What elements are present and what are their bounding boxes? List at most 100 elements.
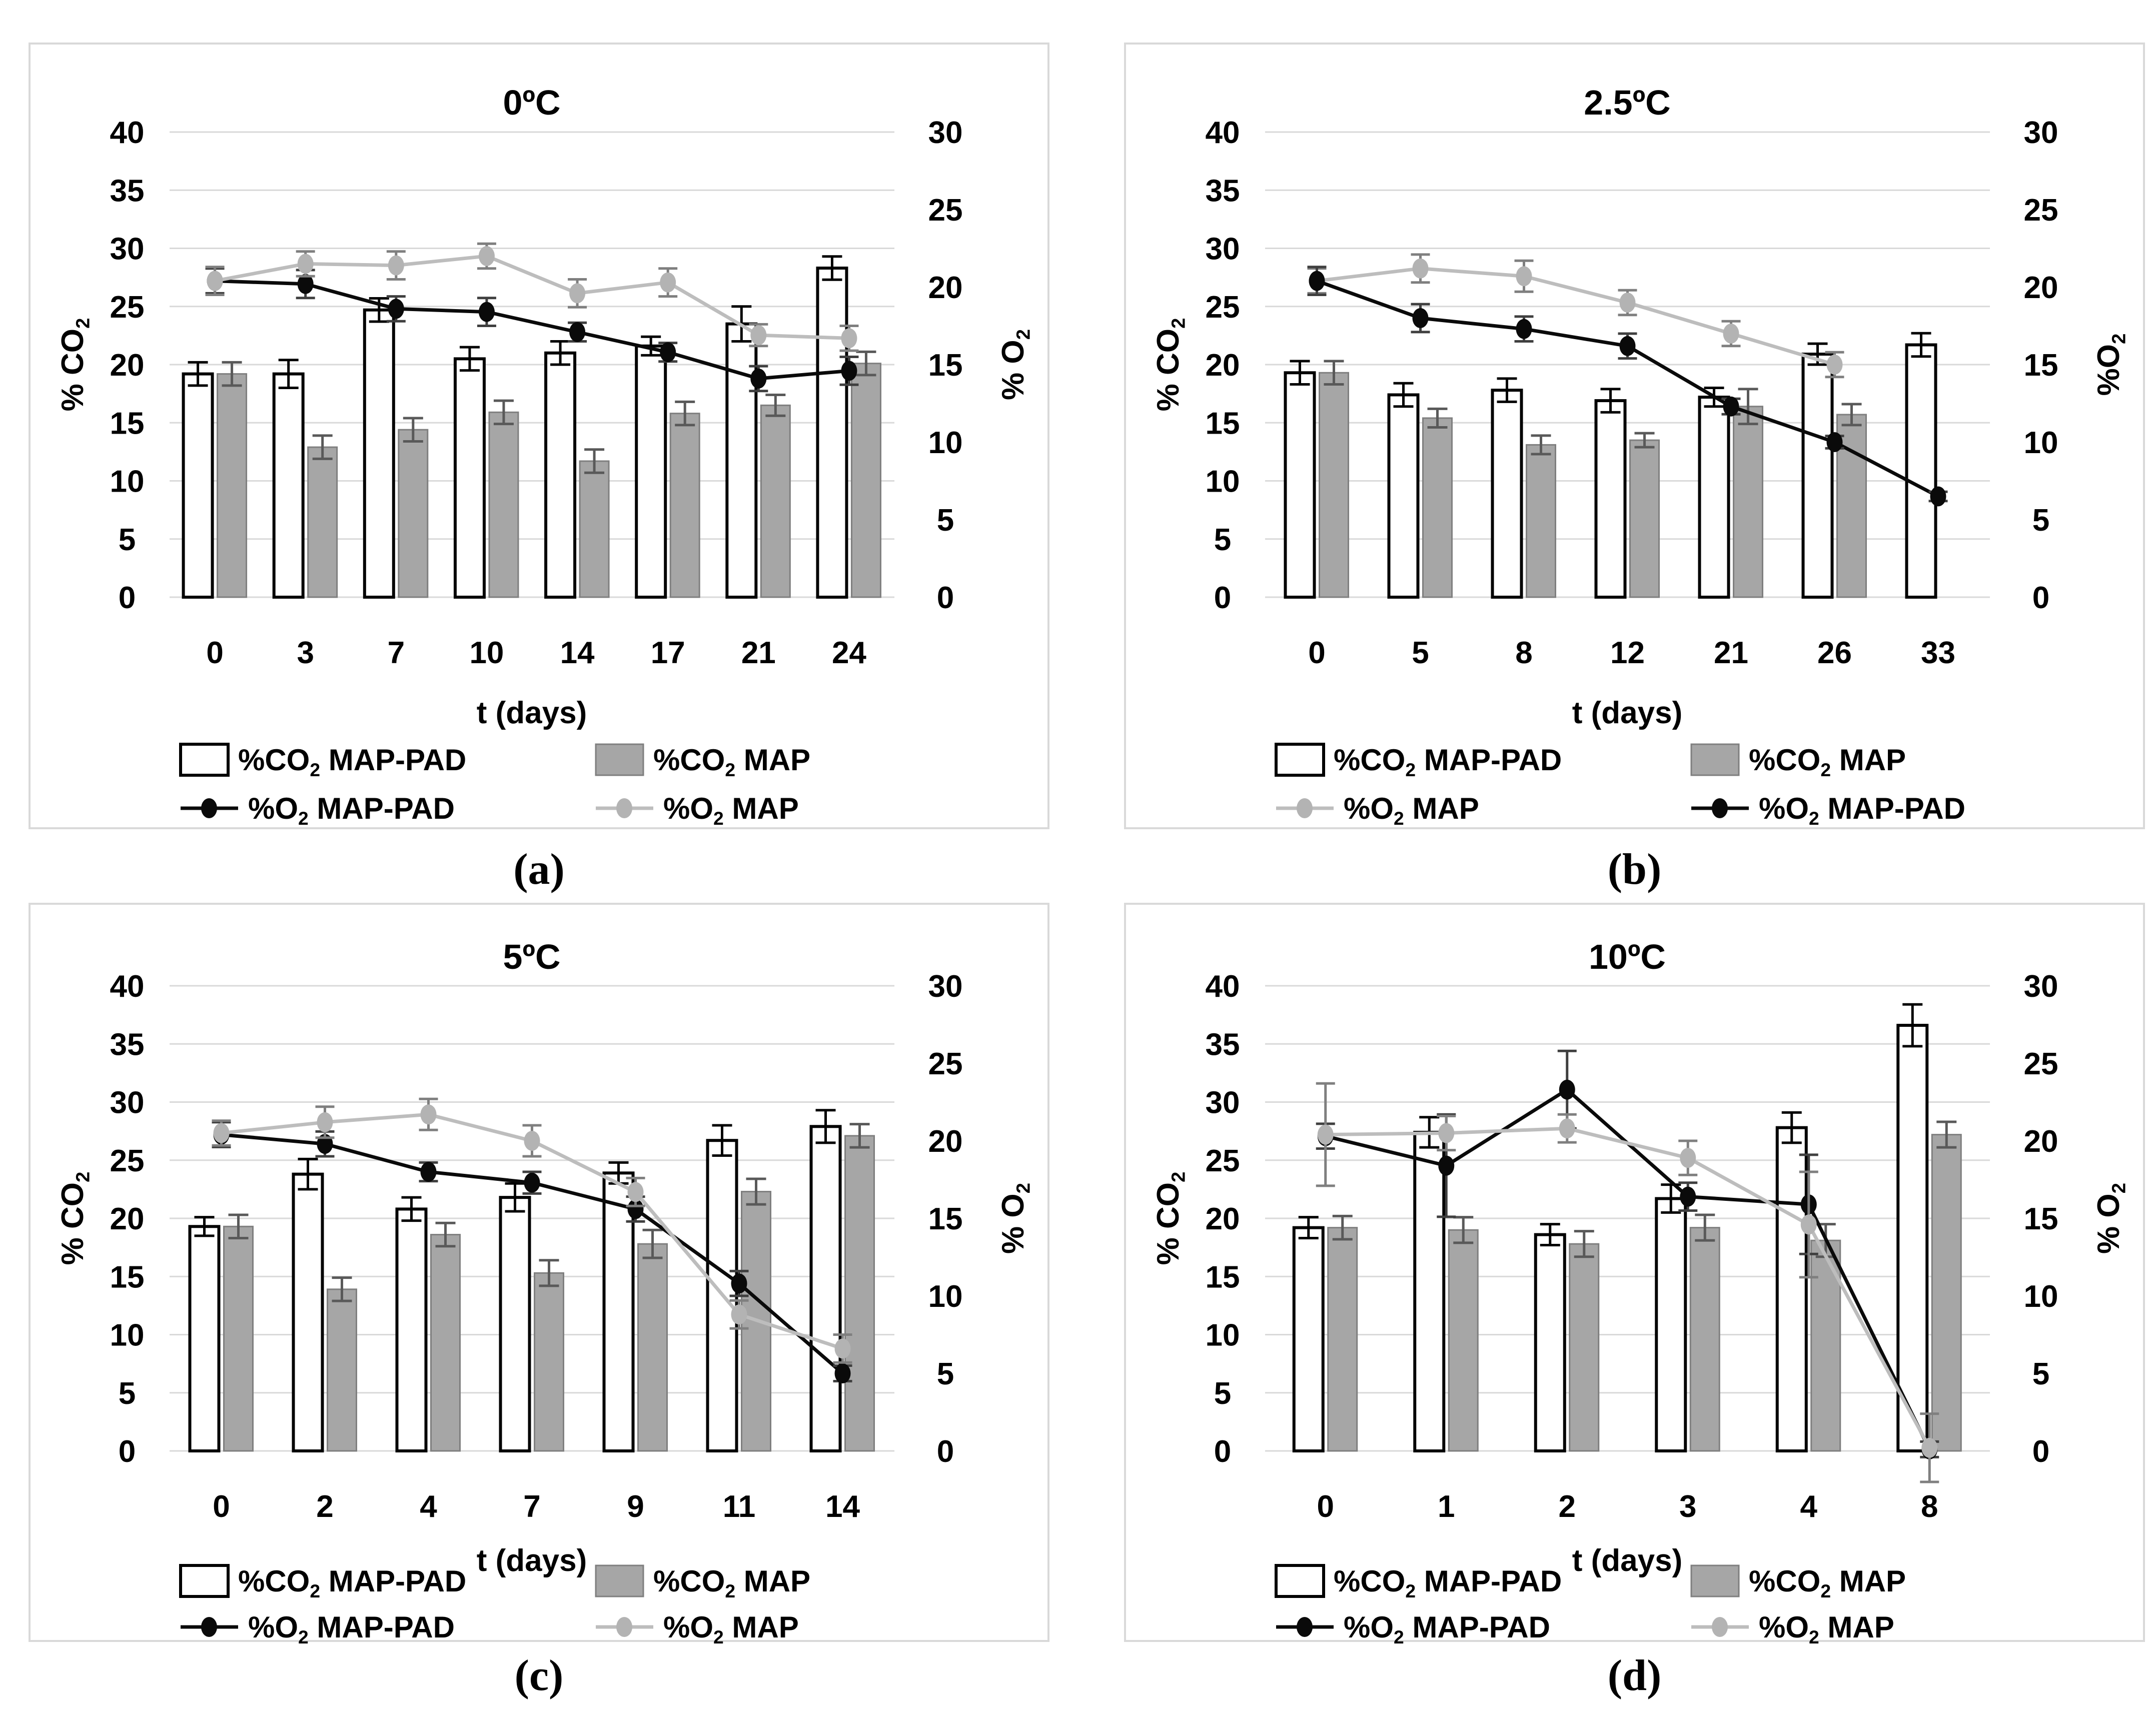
o2-map-marker [420,1104,437,1125]
x-axis-tick: 7 [523,1489,540,1524]
y-axis-right-tick: 10 [928,1279,963,1314]
co2-map-pad-error [1393,382,1414,408]
co2-map-bar [1733,406,1763,598]
y-axis-right-tick: 0 [2032,581,2049,615]
co2-map-pad-error [505,1182,525,1213]
legend-marker-gray_line [1712,1617,1728,1637]
y-axis-left-tick: 40 [110,116,145,150]
y-axis-right-tick: 10 [2024,1279,2058,1314]
x-axis-tick: 4 [1800,1489,1818,1524]
y-axis-right-tick: 20 [928,1124,963,1159]
y-axis-right-tick: 15 [2024,348,2058,383]
y-axis-left-tick: 35 [110,1027,145,1062]
x-axis-tick: 26 [1817,636,1852,670]
co2-map-pad-bar [1655,1197,1687,1452]
co2-map-error [222,361,242,387]
co2-map-error [1324,360,1344,386]
x-axis-tick: 3 [297,636,314,670]
co2-map-pad-bar [809,1125,842,1452]
o2-map-marker [660,272,676,293]
co2-map-bar [1526,444,1556,598]
legend-marker-black_line [201,798,217,818]
legend-label: %CO2 MAP [653,1564,810,1601]
o2-map-pad-marker [660,342,676,363]
chart-panel-b: 0 5 10 15 20 25 30 35 40 0 5 10 15 20 25 30 2.5ºC % CO2 %O… [1124,43,2145,829]
co2-map-pad-bar [602,1171,635,1452]
co2-map-pad-bar [1905,343,1937,599]
legend-label: %CO2 MAP [653,743,810,780]
o2-map-marker [1438,1123,1455,1143]
co2-map-bar [637,1243,668,1452]
y-axis-right-tick: 5 [2032,503,2049,538]
legend-marker-gray_line [1297,798,1313,818]
co2-map-pad-bar [453,357,486,599]
o2-map-marker [1680,1148,1696,1168]
co2-map-error [228,1213,249,1240]
y-axis-right-tick: 30 [928,969,963,1004]
y-axis-left-tick: 35 [1206,174,1240,208]
o2-map-marker [1412,258,1429,279]
co2-map-bar [1422,417,1453,598]
o2-map-marker [627,1182,644,1202]
y-axis-left-tick: 30 [1206,232,1240,267]
co2-map-pad-bar [363,308,395,599]
co2-map-error [1634,432,1655,449]
legend-marker-black_line [201,1617,217,1637]
y-axis-left-tick: 20 [110,1202,145,1236]
y-axis-left-tick: 20 [1206,1202,1240,1236]
legend-label: %CO2 MAP-PAD [238,1564,466,1601]
co2-map-bar [1448,1229,1479,1452]
co2-map-error [1695,1213,1715,1242]
x-axis-tick: 14 [825,1489,860,1524]
co2-map-error [1738,388,1758,426]
co2-map-pad-error [194,1216,215,1237]
o2-map-marker [1826,355,1843,375]
chart-title: 2.5ºC [1584,83,1670,122]
o2-map-marker [213,1123,230,1143]
co2-map-pad-bar [1698,396,1730,599]
co2-map-pad-bar [1413,1130,1446,1452]
y-axis-left-tick: 40 [1206,116,1240,150]
y-axis-left-tick: 5 [119,1376,136,1411]
legend-swatch-gray_bar [1690,743,1740,776]
y-axis-right-label: % O2 [2091,1183,2129,1254]
legend-label: %O2 MAP [663,792,799,829]
y-axis-left-tick: 10 [110,1318,145,1353]
co2-map-bar [534,1272,564,1452]
legend-label: %CO2 MAP-PAD [1334,1564,1562,1601]
co2-map-pad-error [1298,1216,1319,1240]
co2-map-pad-bar [544,351,577,599]
o2-map-marker [388,255,404,276]
co2-map-error [1841,403,1862,427]
co2-map-bar [579,460,610,598]
y-axis-left-tick: 40 [1206,969,1240,1004]
co2-map-error [675,400,695,427]
x-axis-tick: 21 [741,636,776,670]
x-axis-tick: 3 [1679,1489,1696,1524]
y-axis-left-tick: 0 [1214,581,1231,615]
co2-map-bar [398,429,429,598]
legend-swatch-gray_bar [595,743,644,776]
y-axis-right-tick: 30 [928,116,963,150]
x-axis-tick: 12 [1610,636,1645,670]
x-axis-tick: 10 [469,636,504,670]
co2-map-pad-bar [635,344,667,599]
y-axis-right-tick: 5 [937,503,954,538]
o2-map-marker [731,1304,747,1325]
o2-map-pad-marker [388,299,404,319]
co2-map-bar [1569,1243,1600,1452]
y-axis-left-label: % CO2 [56,1172,94,1265]
x-axis-tick: 4 [420,1489,437,1524]
co2-map-pad-bar [1801,353,1834,599]
y-axis-right-tick: 15 [928,1202,963,1236]
legend-label: %O2 MAP-PAD [1344,1610,1550,1644]
co2-map-pad-error [815,1109,836,1144]
co2-map-bar [1327,1227,1358,1452]
x-axis-tick: 0 [1308,636,1325,670]
y-axis-left-label: % CO2 [56,318,94,412]
co2-map-error [856,350,876,377]
o2-map-pad-marker [834,1363,851,1383]
o2-map-pad-marker [524,1172,540,1193]
y-axis-right-tick: 0 [937,581,954,615]
